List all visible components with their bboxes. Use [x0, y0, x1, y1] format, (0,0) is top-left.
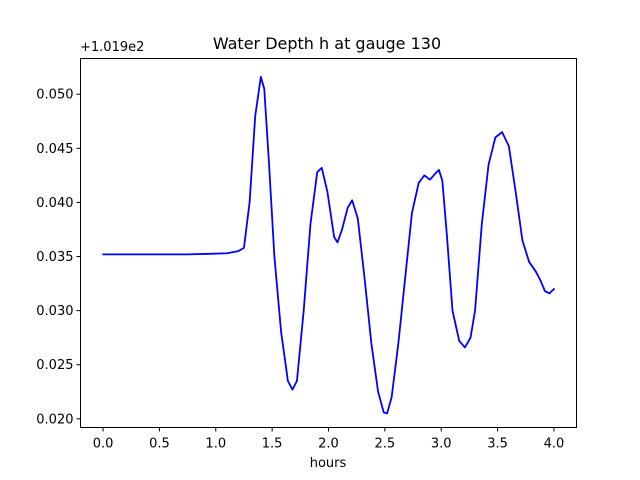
x-tick-label: 0.0	[93, 437, 114, 452]
x-tick-label: 2.0	[318, 437, 339, 452]
x-tick-label: 1.0	[205, 437, 226, 452]
y-offset-label: +1.019e2	[80, 40, 144, 55]
x-tick-label: 0.5	[149, 437, 170, 452]
chart-title: Water Depth h at gauge 130	[213, 34, 441, 53]
y-tick-label: 0.040	[36, 196, 73, 211]
x-tick-label: 4.0	[544, 437, 565, 452]
x-axis: 0.0 0.5 1.0 1.5 2.0 2.5 3.0 3.5 4.0	[93, 427, 565, 452]
plot-content	[102, 76, 555, 415]
x-axis-label: hours	[310, 456, 347, 471]
y-tick-label: 0.020	[36, 412, 73, 427]
y-tick-label: 0.035	[36, 250, 73, 265]
x-tick-label: 1.5	[262, 437, 283, 452]
x-tick-label: 2.5	[375, 437, 396, 452]
series-line-0	[102, 76, 555, 415]
x-tick-label: 3.0	[431, 437, 452, 452]
y-tick-label: 0.030	[36, 304, 73, 319]
y-axis: 0.020 0.025 0.030 0.035 0.040 0.045 0.050	[36, 88, 81, 427]
plot-frame	[80, 58, 577, 428]
y-tick-label: 0.045	[36, 142, 73, 157]
y-tick-label: 0.025	[36, 358, 73, 373]
y-tick-label: 0.050	[36, 88, 73, 103]
x-tick-label: 3.5	[487, 437, 508, 452]
